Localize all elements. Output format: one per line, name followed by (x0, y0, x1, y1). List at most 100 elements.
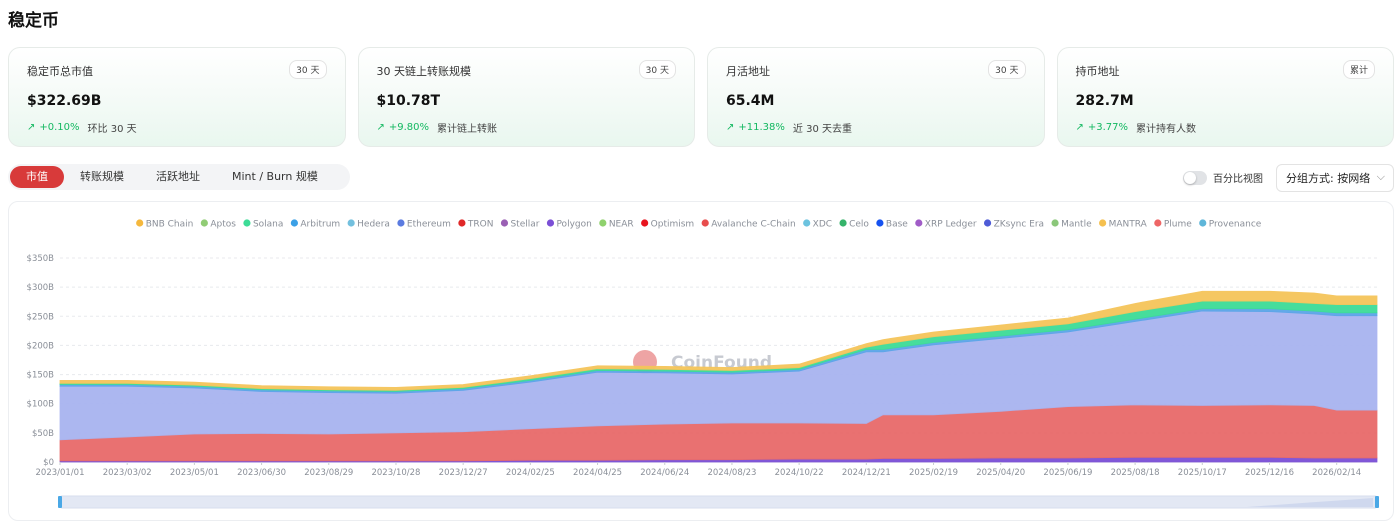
legend-marker[interactable] (599, 219, 607, 227)
stablecoin-market-cap-chart: BNB Chain Aptos Solana Arbitrum Hedera Ethere… (27, 219, 1379, 509)
legend-marker[interactable] (839, 219, 847, 227)
legend-marker[interactable] (458, 219, 466, 227)
legend-marker[interactable] (1051, 219, 1059, 227)
legend-label[interactable]: Solana (253, 220, 283, 230)
metric-tabs: 市值 转账规模 活跃地址 Mint / Burn 规模 (8, 164, 350, 190)
legend-marker[interactable] (1099, 219, 1107, 227)
legend-label[interactable]: Avalanche C-Chain (711, 220, 795, 230)
group-by-value: 分组方式: 按网络 (1286, 172, 1371, 185)
legend-marker[interactable] (1199, 219, 1207, 227)
card-change: ↗ +0.10% 环比 30 天 (27, 120, 137, 135)
legend-marker[interactable] (243, 219, 251, 227)
stat-card-monthly-active: 月活地址 30 天 65.4M ↗ +11.38% 近 30 天去重 (707, 47, 1045, 147)
legend-marker[interactable] (1154, 219, 1162, 227)
change-note: 累计持有人数 (1136, 124, 1197, 135)
zoom-handle-left[interactable] (58, 496, 62, 508)
legend-label[interactable]: MANTRA (1109, 220, 1148, 230)
legend-label[interactable]: XDC (813, 220, 832, 230)
y-tick-label: $300B (27, 283, 55, 293)
x-tick-label: 2025/06/19 (1043, 468, 1092, 478)
tab-market-cap[interactable]: 市值 (10, 166, 64, 188)
chart-panel: BNB Chain Aptos Solana Arbitrum Hedera Ethere… (8, 201, 1394, 521)
legend-label[interactable]: Aptos (210, 220, 236, 230)
series-area[interactable] (59, 290, 1378, 391)
legend-label[interactable]: TRON (467, 220, 494, 230)
x-tick-label: 2023/10/28 (371, 468, 420, 478)
legend-marker[interactable] (347, 219, 355, 227)
legend-label[interactable]: Optimism (651, 220, 695, 230)
page-title: 稳定币 (8, 11, 59, 31)
legend-label[interactable]: Mantle (1061, 220, 1092, 230)
legend-label[interactable]: BNB Chain (146, 220, 194, 230)
legend-marker[interactable] (641, 219, 649, 227)
legend-label[interactable]: Plume (1164, 220, 1192, 230)
zoom-slider-track[interactable] (59, 495, 1378, 509)
period-badge: 累计 (1342, 60, 1375, 79)
legend-label[interactable]: Celo (849, 220, 869, 230)
y-tick-label: $150B (27, 371, 55, 381)
card-title: 持币地址 (1075, 65, 1120, 78)
tab-active-addresses[interactable]: 活跃地址 (156, 170, 200, 183)
percent-view-toggle-group: 百分比视图 (1183, 170, 1263, 185)
stat-cards: 稳定币总市值 30 天 $322.69B ↗ +0.10% 环比 30 天 30… (8, 47, 1394, 147)
legend-marker[interactable] (701, 219, 709, 227)
tab-mint-burn[interactable]: Mint / Burn 规模 (232, 170, 318, 183)
change-percent: +0.10% (39, 122, 80, 133)
change-note: 近 30 天去重 (792, 124, 852, 135)
x-tick-label: 2024/10/22 (775, 468, 824, 478)
stat-card-transfer-volume: 30 天链上转账规模 30 天 $10.78T ↗ +9.80% 累计链上转账 (357, 47, 695, 147)
y-tick-label: $350B (27, 254, 55, 264)
legend-marker[interactable] (983, 219, 992, 227)
x-tick-label: 2023/01/01 (36, 468, 85, 478)
legend-marker[interactable] (397, 219, 405, 227)
percent-view-label: 百分比视图 (1213, 174, 1263, 185)
x-tick-label: 2024/12/21 (842, 468, 891, 478)
card-value: $10.78T (376, 93, 441, 109)
legend-label[interactable]: Hedera (357, 220, 390, 230)
legend-marker[interactable] (915, 219, 923, 227)
legend-label[interactable]: XRP Ledger (925, 220, 977, 230)
legend-label[interactable]: Stellar (510, 220, 539, 230)
x-tick-label: 2024/06/24 (640, 468, 689, 478)
legend-marker[interactable] (136, 219, 144, 227)
legend-label[interactable]: Provenance (1209, 220, 1262, 230)
change-note: 累计链上转账 (437, 124, 498, 135)
legend-marker[interactable] (200, 219, 208, 227)
legend-label[interactable]: ZKsync Era (994, 220, 1045, 230)
legend-label[interactable]: Polygon (556, 220, 591, 230)
card-change: ↗ +9.80% 累计链上转账 (377, 120, 498, 135)
x-tick-label: 2023/08/29 (304, 468, 353, 478)
card-value: 282.7M (1075, 93, 1134, 109)
change-percent: +9.80% (388, 122, 430, 133)
legend-label[interactable]: Arbitrum (300, 220, 340, 230)
x-tick-label: 2025/04/20 (976, 468, 1025, 478)
tab-transfer-volume[interactable]: 转账规模 (80, 170, 124, 183)
legend-label[interactable]: Base (886, 220, 908, 230)
trend-up-icon: ↗ (1075, 122, 1084, 133)
legend-marker[interactable] (290, 219, 298, 227)
card-title: 30 天链上转账规模 (376, 65, 472, 78)
card-change: ↗ +11.38% 近 30 天去重 (726, 120, 852, 135)
toggle-knob (1184, 171, 1196, 184)
legend-marker[interactable] (803, 219, 811, 227)
x-tick-label: 2023/06/30 (237, 468, 286, 478)
card-change: ↗ +3.77% 累计持有人数 (1076, 120, 1197, 135)
legend-label[interactable]: NEAR (609, 220, 634, 230)
zoom-handle-right[interactable] (1375, 496, 1379, 508)
x-tick-label: 2026/02/14 (1312, 468, 1361, 478)
period-badge: 30 天 (289, 60, 327, 79)
card-title: 月活地址 (726, 65, 770, 78)
group-by-select[interactable]: 分组方式: 按网络 ⌵ (1276, 164, 1394, 192)
legend-marker[interactable] (876, 219, 884, 227)
legend-marker[interactable] (500, 219, 509, 227)
x-tick-label: 2023/03/02 (103, 468, 152, 478)
card-title: 稳定币总市值 (27, 65, 93, 78)
y-tick-label: $200B (27, 341, 55, 351)
x-tick-label: 2025/08/18 (1111, 468, 1160, 478)
legend-marker[interactable] (546, 219, 555, 227)
percent-view-toggle[interactable] (1183, 170, 1207, 185)
legend-label[interactable]: Ethereum (407, 220, 451, 230)
y-tick-label: $250B (27, 312, 55, 322)
stat-card-market-cap: 稳定币总市值 30 天 $322.69B ↗ +0.10% 环比 30 天 (8, 47, 346, 147)
y-tick-label: $0 (43, 458, 54, 468)
